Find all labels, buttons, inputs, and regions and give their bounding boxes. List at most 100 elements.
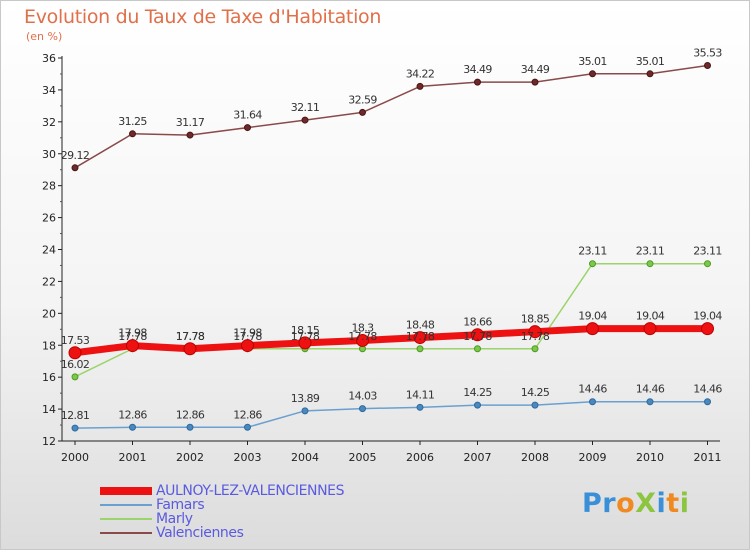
data-label-aulnoy-lez-valenciennes: 18.48 xyxy=(406,319,435,332)
data-label-famars: 14.25 xyxy=(521,386,550,399)
data-label-marly: 17.78 xyxy=(118,330,147,343)
proxiti-logo: ProXiti xyxy=(582,488,690,519)
data-label-aulnoy-lez-valenciennes: 18.85 xyxy=(521,313,550,326)
y-tick-label: 18 xyxy=(42,339,56,352)
data-label-marly: 16.02 xyxy=(61,358,90,371)
data-label-famars: 14.46 xyxy=(693,383,722,396)
data-label-valenciennes: 35.01 xyxy=(636,55,665,68)
data-label-aulnoy-lez-valenciennes: 18.3 xyxy=(351,321,374,334)
data-label-aulnoy-lez-valenciennes: 17.98 xyxy=(233,327,262,340)
data-label-valenciennes: 34.49 xyxy=(521,63,550,76)
data-label-marly: 17.78 xyxy=(463,330,492,343)
data-label-famars: 12.81 xyxy=(61,409,90,422)
data-point-valenciennes xyxy=(704,62,711,70)
x-tick-label: 2000 xyxy=(61,451,89,464)
data-point-marly xyxy=(646,260,654,268)
x-tick-label: 2006 xyxy=(406,451,434,464)
data-label-valenciennes: 35.53 xyxy=(693,47,722,60)
series-line-valenciennes xyxy=(74,64,708,169)
data-label-famars: 14.46 xyxy=(636,383,665,396)
data-label-aulnoy-lez-valenciennes: 18.15 xyxy=(291,324,320,337)
y-tick-label: 28 xyxy=(42,180,56,193)
y-tick-label: 22 xyxy=(42,275,56,288)
y-tick-label: 26 xyxy=(42,212,56,225)
data-label-valenciennes: 29.12 xyxy=(61,149,90,162)
data-point-valenciennes xyxy=(416,82,424,90)
data-point-marly xyxy=(71,373,79,381)
data-point-valenciennes xyxy=(301,116,309,124)
data-point-valenciennes xyxy=(244,124,251,132)
data-point-aulnoy-lez-valenciennes xyxy=(298,336,312,350)
data-point-aulnoy-lez-valenciennes xyxy=(586,322,599,336)
x-tick-label: 2010 xyxy=(636,451,664,464)
y-tick-label: 16 xyxy=(42,371,56,384)
data-label-marly: 17.78 xyxy=(521,330,550,343)
data-point-famars xyxy=(244,423,251,431)
data-point-famars xyxy=(129,423,136,431)
data-point-aulnoy-lez-valenciennes xyxy=(643,322,657,336)
data-point-valenciennes xyxy=(359,108,366,116)
data-label-valenciennes: 31.25 xyxy=(118,115,147,128)
legend-label-aulnoy: AULNOY-LEZ-VALENCIENNES xyxy=(156,483,345,499)
data-label-aulnoy-lez-valenciennes: 19.04 xyxy=(578,310,607,323)
data-label-famars: 12.86 xyxy=(118,408,147,421)
data-label-aulnoy-lez-valenciennes: 17.78 xyxy=(176,330,205,343)
series-line-marly xyxy=(74,262,708,378)
data-point-marly xyxy=(704,260,711,268)
data-point-aulnoy-lez-valenciennes xyxy=(471,328,484,342)
y-unit-label: (en %) xyxy=(26,30,63,43)
data-point-aulnoy-lez-valenciennes xyxy=(701,322,714,336)
data-point-aulnoy-lez-valenciennes xyxy=(126,339,139,353)
data-point-famars xyxy=(301,407,309,415)
data-point-valenciennes xyxy=(589,70,596,78)
x-tick-label: 2002 xyxy=(176,451,204,464)
data-point-famars xyxy=(704,398,711,406)
data-label-famars: 14.46 xyxy=(578,383,607,396)
x-tick-label: 2007 xyxy=(464,451,492,464)
data-label-marly: 17.78 xyxy=(176,330,205,343)
data-point-marly xyxy=(474,345,481,353)
data-point-marly xyxy=(531,345,539,353)
chart-title: Evolution du Taux de Taxe d'Habitation xyxy=(24,6,382,28)
legend-swatch-valenciennes xyxy=(100,532,152,534)
data-label-valenciennes: 31.64 xyxy=(233,109,262,122)
data-label-marly: 17.78 xyxy=(291,330,320,343)
data-point-famars xyxy=(531,401,539,409)
data-label-valenciennes: 32.11 xyxy=(291,101,320,114)
data-label-valenciennes: 31.17 xyxy=(176,116,205,129)
data-label-valenciennes: 32.59 xyxy=(348,93,377,106)
y-tick-label: 20 xyxy=(42,307,56,320)
legend-label-famars: Famars xyxy=(156,497,205,513)
data-point-famars xyxy=(71,424,79,432)
x-tick-label: 2011 xyxy=(694,451,722,464)
data-point-marly xyxy=(416,345,424,353)
data-label-famars: 13.89 xyxy=(291,392,320,405)
data-point-famars xyxy=(186,423,194,431)
data-label-aulnoy-lez-valenciennes: 17.53 xyxy=(61,334,90,347)
data-label-marly: 17.78 xyxy=(406,330,435,343)
data-label-marly: 17.78 xyxy=(348,330,377,343)
data-label-aulnoy-lez-valenciennes: 18.66 xyxy=(463,316,492,329)
data-label-marly: 23.11 xyxy=(636,245,665,258)
data-point-aulnoy-lez-valenciennes xyxy=(68,346,82,360)
data-point-valenciennes xyxy=(71,164,79,172)
data-point-valenciennes xyxy=(474,78,481,86)
data-point-aulnoy-lez-valenciennes xyxy=(356,333,369,347)
legend-swatch-aulnoy xyxy=(100,487,152,495)
data-point-valenciennes xyxy=(531,78,539,86)
data-label-marly: 17.78 xyxy=(233,330,262,343)
y-tick-label: 34 xyxy=(42,84,56,97)
data-point-famars xyxy=(646,398,654,406)
y-tick-label: 14 xyxy=(42,403,56,416)
data-point-aulnoy-lez-valenciennes xyxy=(241,339,254,353)
legend-swatch-marly xyxy=(100,518,152,520)
legend-label-marly: Marly xyxy=(156,511,193,527)
data-label-marly: 23.11 xyxy=(578,245,607,258)
x-tick-label: 2004 xyxy=(291,451,319,464)
x-tick-label: 2009 xyxy=(579,451,607,464)
data-label-famars: 14.25 xyxy=(463,386,492,399)
data-point-valenciennes xyxy=(646,70,654,78)
data-label-valenciennes: 34.49 xyxy=(463,63,492,76)
